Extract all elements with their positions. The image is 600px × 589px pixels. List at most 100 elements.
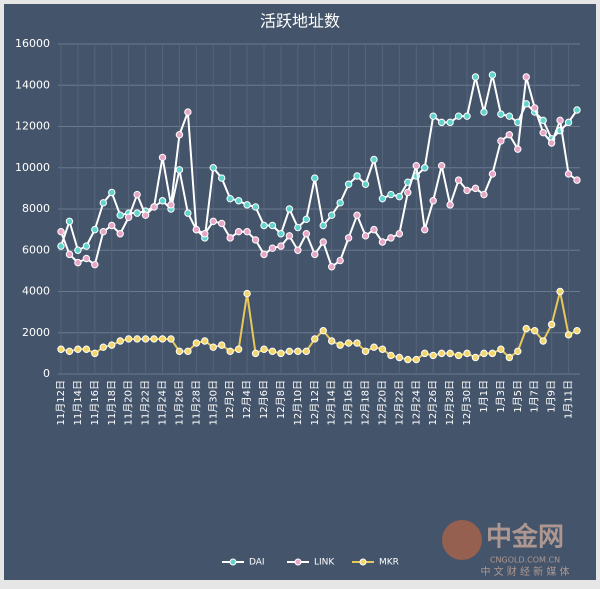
point: [353, 339, 361, 347]
x-tick-label: 11月26日: [173, 380, 185, 425]
point: [547, 320, 556, 329]
y-tick-label: 8000: [22, 202, 50, 215]
point: [251, 236, 260, 244]
y-tick-label: 2000: [22, 326, 50, 339]
point: [260, 250, 268, 259]
point: [243, 227, 251, 236]
point: [226, 234, 234, 242]
point: [497, 110, 505, 118]
point: [514, 347, 522, 356]
point: [336, 341, 344, 349]
point: [539, 128, 547, 137]
x-tick-label: 12月4日: [241, 380, 253, 419]
legend-label: DAI: [249, 558, 265, 568]
point: [150, 335, 158, 343]
point: [234, 227, 243, 236]
legend-label: LINK: [314, 558, 335, 568]
point: [361, 180, 370, 188]
x-tick-label: 11月30日: [207, 380, 219, 425]
point: [412, 161, 420, 170]
point: [209, 217, 217, 226]
x-tick-label: 12月14日: [326, 380, 338, 425]
y-tick-label: 14000: [15, 78, 50, 91]
legend-label: MKR: [379, 558, 399, 568]
y-tick-label: 12000: [15, 120, 50, 133]
point: [192, 225, 201, 234]
point: [277, 242, 285, 250]
point: [285, 205, 294, 213]
point: [344, 180, 353, 188]
x-tick-label: 12月16日: [343, 380, 355, 425]
x-tick-label: 11月22日: [140, 380, 152, 425]
point: [294, 223, 302, 232]
x-tick-label: 1月9日: [546, 380, 558, 413]
point: [218, 219, 226, 228]
point: [547, 139, 556, 147]
point: [361, 347, 370, 356]
point: [74, 246, 82, 254]
point: [218, 174, 226, 182]
point: [277, 349, 285, 358]
point: [268, 347, 277, 356]
point: [446, 201, 454, 209]
point: [497, 345, 505, 353]
point: [344, 339, 353, 347]
point: [353, 172, 361, 180]
point: [463, 349, 471, 358]
point: [57, 242, 65, 250]
y-tick-label: 4000: [22, 285, 50, 298]
point: [421, 225, 429, 234]
point: [395, 192, 404, 201]
point: [99, 227, 107, 236]
point: [404, 188, 412, 197]
x-tick-label: 11月18日: [106, 380, 118, 425]
x-tick-label: 12月24日: [410, 380, 422, 425]
point: [463, 112, 471, 120]
point: [378, 238, 387, 246]
point: [311, 335, 319, 343]
point: [539, 116, 547, 125]
point: [209, 164, 217, 172]
point: [116, 337, 124, 345]
watermark-brand: 中金网: [486, 522, 564, 553]
point: [150, 203, 158, 211]
point: [175, 166, 184, 174]
point: [505, 131, 514, 139]
point: [91, 260, 99, 269]
point: [91, 225, 99, 234]
point: [302, 230, 311, 238]
point: [184, 209, 192, 217]
point: [311, 174, 319, 182]
point: [201, 337, 209, 345]
point: [175, 131, 184, 139]
point: [158, 197, 167, 205]
point: [437, 349, 446, 358]
point: [564, 118, 573, 127]
point: [514, 145, 522, 153]
point: [480, 108, 488, 116]
x-tick-label: 1月11日: [563, 380, 575, 419]
point: [302, 347, 311, 356]
point: [556, 116, 564, 125]
point: [285, 232, 294, 240]
point: [488, 71, 497, 79]
point: [505, 112, 514, 120]
x-tick-label: 11月12日: [55, 380, 67, 425]
point: [192, 339, 201, 347]
x-tick-label: 12月8日: [275, 380, 287, 419]
point: [260, 345, 268, 353]
point: [108, 188, 116, 197]
point: [446, 118, 454, 127]
point: [234, 345, 243, 353]
point: [158, 335, 167, 343]
point: [108, 341, 116, 349]
logo-icon: [442, 520, 482, 560]
point: [234, 197, 243, 205]
point: [133, 335, 141, 343]
point: [133, 190, 141, 199]
point: [226, 194, 234, 203]
point: [361, 232, 370, 240]
point: [201, 230, 209, 238]
point: [268, 244, 277, 252]
